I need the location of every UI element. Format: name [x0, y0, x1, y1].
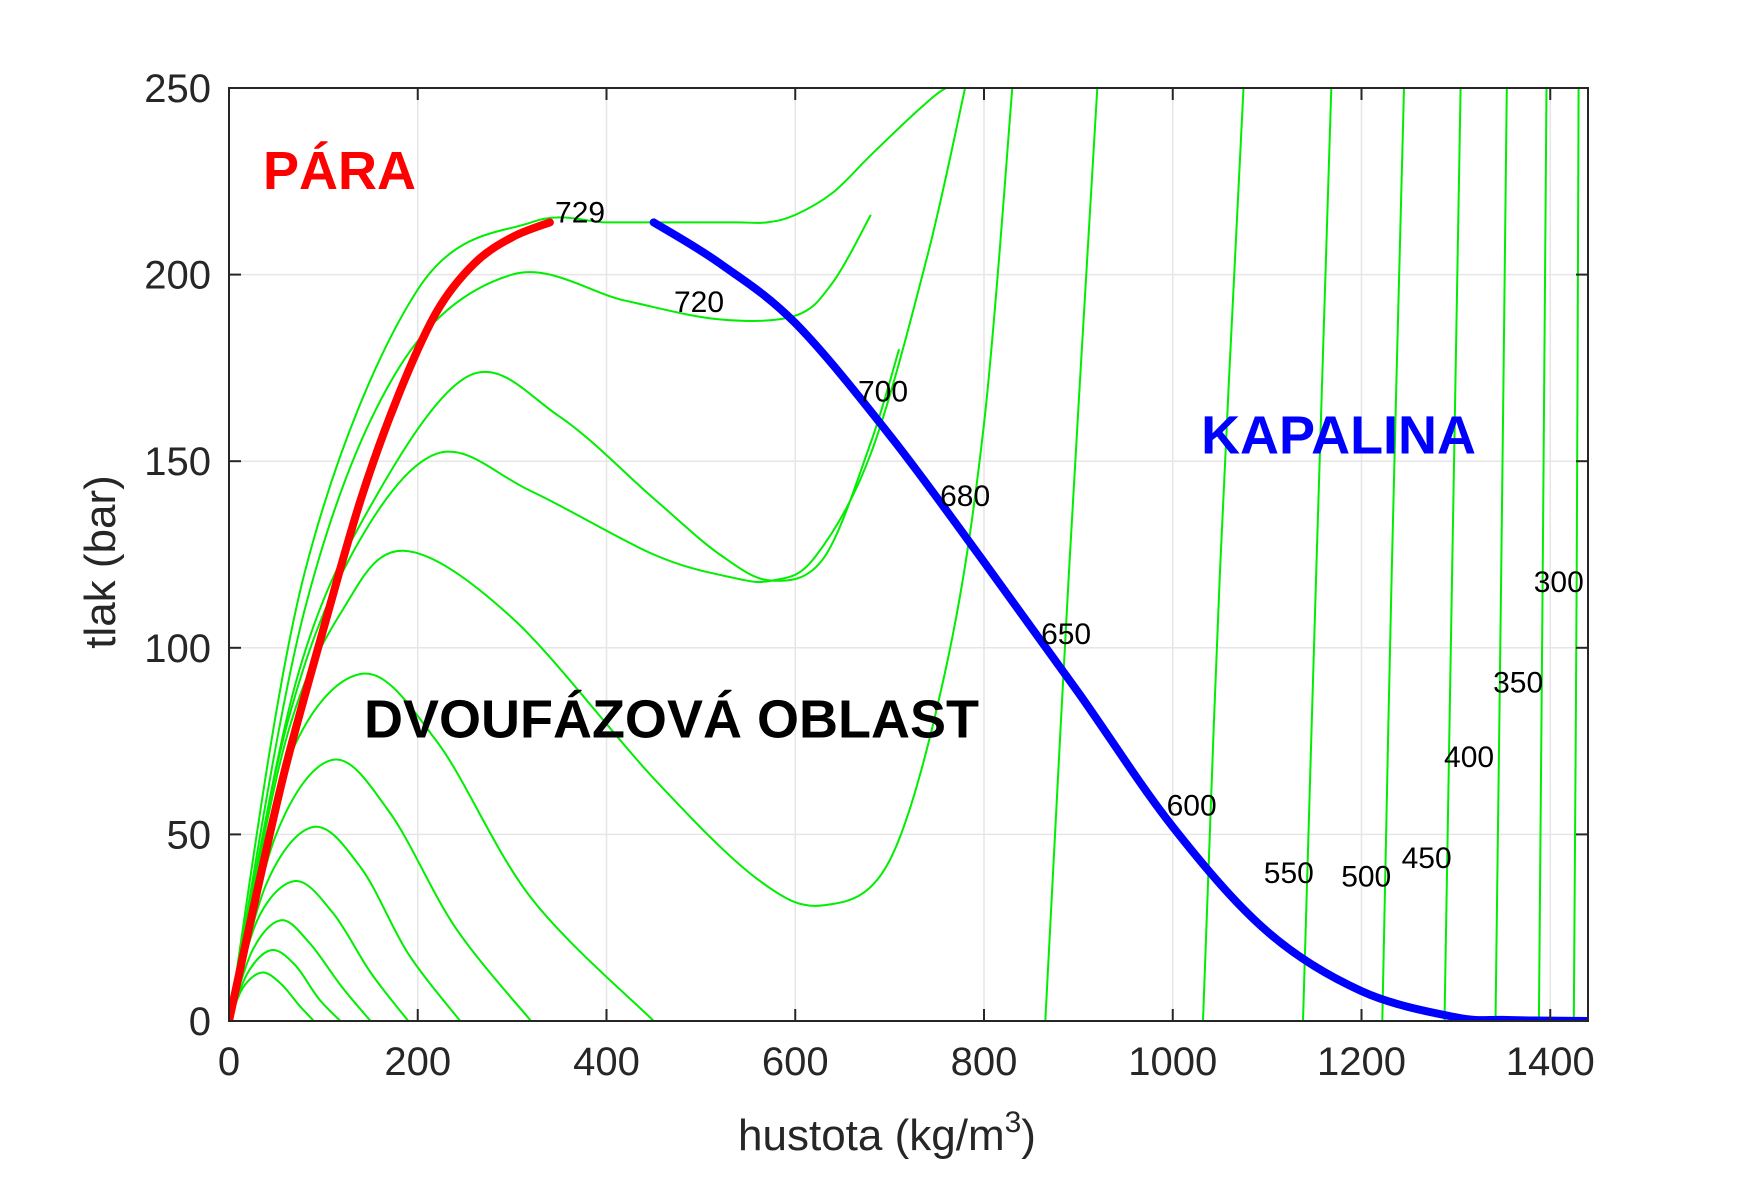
- isotherm-label: 680: [940, 480, 990, 513]
- isotherm-label: 700: [858, 375, 908, 408]
- x-axis-label-end: ): [1021, 1111, 1036, 1160]
- isotherm-line-19: [1537, 88, 1548, 1021]
- x-tick-label: 800: [951, 1040, 1018, 1084]
- isotherm-line-8: [229, 88, 1014, 1021]
- isotherm-label: 720: [674, 286, 724, 319]
- isotherm-label: 650: [1041, 618, 1091, 651]
- y-tick-label: 50: [167, 813, 212, 857]
- isotherm-line-17: [1443, 88, 1462, 1021]
- isotherm-line-12: [229, 88, 966, 1021]
- isotherm-line-15: [1302, 88, 1333, 1021]
- isotherm-line-1: [229, 971, 315, 1021]
- y-tick-label: 250: [144, 67, 211, 111]
- x-tick-label: 600: [762, 1040, 829, 1084]
- isotherm-line-18: [1494, 88, 1508, 1021]
- region-label: PÁRA: [263, 141, 416, 201]
- x-axis-label-text: hustota (kg/m: [738, 1111, 1005, 1160]
- axes-frame: [228, 87, 1589, 1022]
- x-tick-label: 400: [573, 1040, 640, 1084]
- y-tick-label: 100: [144, 627, 211, 671]
- y-axis-label: tlak (bar): [76, 475, 125, 649]
- y-tick-label: 200: [144, 254, 211, 298]
- y-tick-label: 0: [189, 1000, 211, 1044]
- isotherm-line-9: [229, 88, 967, 1021]
- x-tick-label: 1400: [1506, 1040, 1595, 1084]
- isotherm-label: 729: [555, 196, 605, 229]
- axes-box: [228, 87, 1589, 1022]
- x-tick-label: 0: [218, 1040, 240, 1084]
- x-axis-label: hustota (kg/m3): [738, 1106, 1036, 1160]
- x-tick-label: 1200: [1317, 1040, 1406, 1084]
- region-label: KAPALINA: [1201, 406, 1476, 466]
- isotherm-line-13: [1044, 88, 1099, 1021]
- isotherm-label: 550: [1264, 857, 1314, 890]
- isotherm-line-14: [1202, 88, 1245, 1021]
- annotation-layer: 729 720 700 680 650 600 550 500 450 400 350 300 PÁRA…: [263, 141, 1584, 894]
- vapor-saturation-line: [229, 218, 554, 1021]
- isotherm-label: 500: [1341, 861, 1391, 894]
- isotherm-label: 450: [1402, 842, 1452, 875]
- x-axis-label-superscript: 3: [1005, 1106, 1022, 1139]
- isotherm-line-10: [229, 348, 901, 1021]
- x-tick-label: 200: [384, 1040, 451, 1084]
- y-tick-label: 150: [144, 440, 211, 484]
- axis-ticks: 0 200 400 600 800 1000 1200 1400 0 50 100 150 200 250: [144, 67, 1594, 1084]
- x-tick-label: 1000: [1128, 1040, 1217, 1084]
- isotherm-label: 300: [1534, 566, 1584, 599]
- isotherm-label: 400: [1444, 741, 1494, 774]
- isotherm-line-11: [229, 214, 872, 1021]
- isotherm-line-2: [229, 949, 342, 1021]
- isotherm-label: 350: [1493, 667, 1543, 700]
- isotherm-line-3: [229, 919, 372, 1021]
- isotherm-label: 600: [1167, 790, 1217, 823]
- region-label: DVOUFÁZOVÁ OBLAST: [364, 689, 979, 749]
- isotherm-line-16: [1381, 88, 1405, 1021]
- isotherm-line-20: [1572, 88, 1580, 1021]
